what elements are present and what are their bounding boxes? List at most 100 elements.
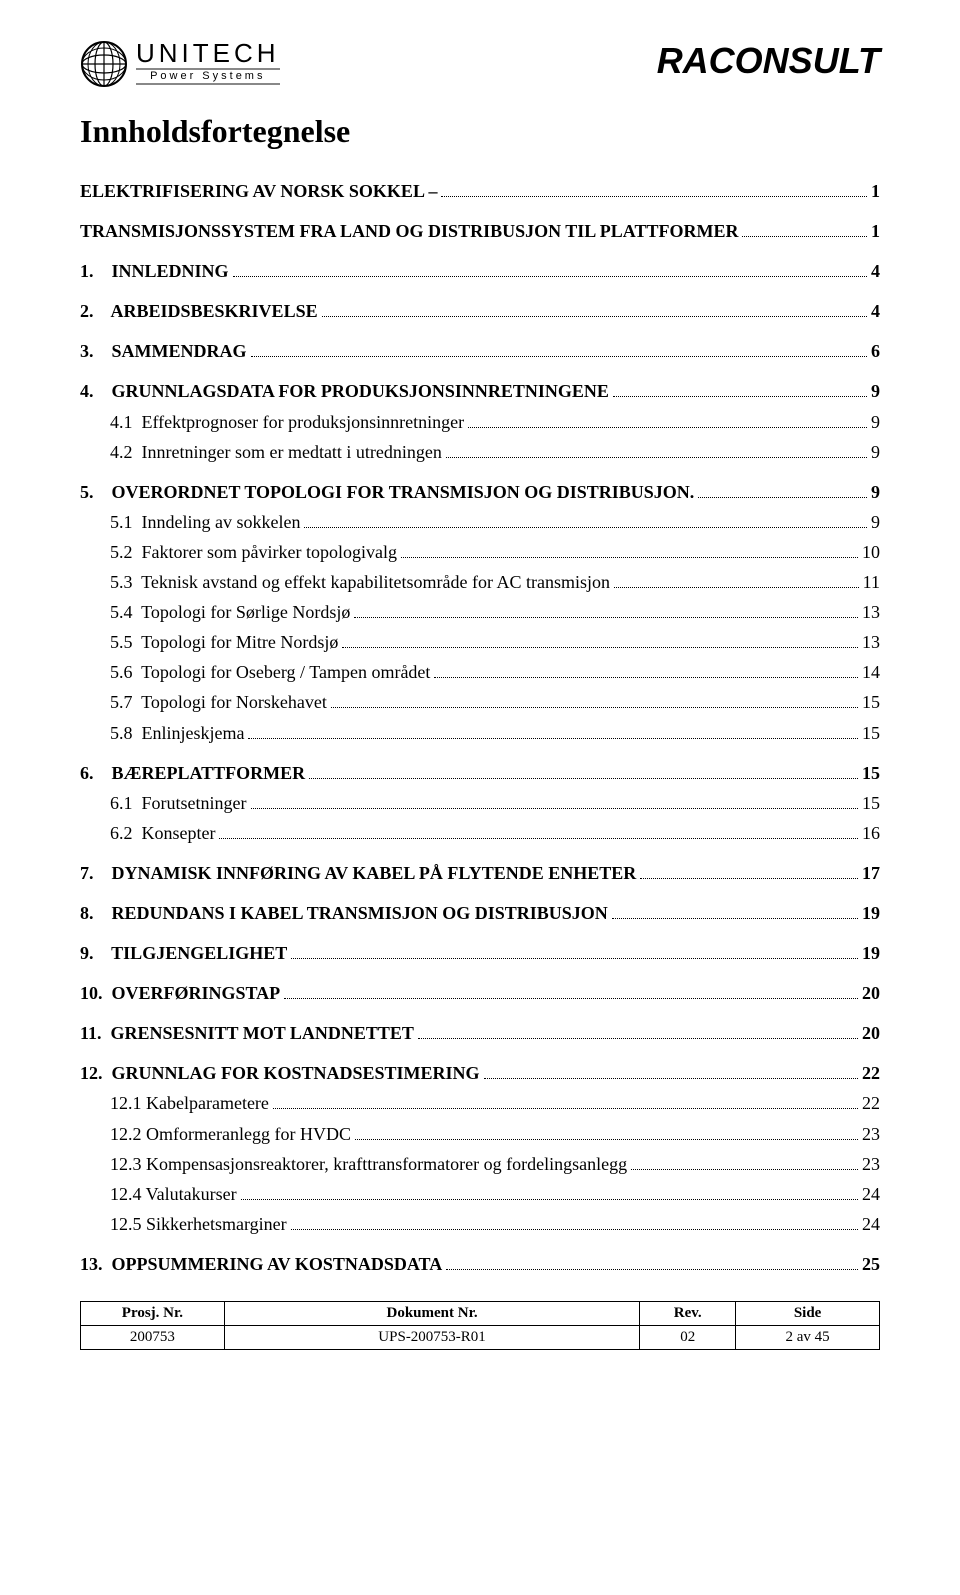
toc-page: 15 [862, 689, 880, 715]
toc-row: 9. TILGJENGELIGHET 19 [80, 940, 880, 966]
toc-leader [233, 261, 867, 277]
toc-row: 5.5 Topologi for Mitre Nordsjø13 [80, 629, 880, 655]
toc-row: 1. INNLEDNING4 [80, 258, 880, 284]
toc-label: 12.1 Kabelparametere [80, 1090, 269, 1116]
toc-leader [742, 221, 867, 237]
toc-row: 12.5 Sikkerhetsmarginer 24 [80, 1211, 880, 1237]
toc-leader [446, 1254, 858, 1270]
footer-v2: UPS-200753-R01 [224, 1326, 639, 1350]
toc-leader [342, 632, 858, 648]
toc-page: 9 [871, 409, 880, 435]
toc-leader [291, 1214, 858, 1230]
toc-page: 23 [862, 1121, 880, 1147]
footer-header-row: Prosj. Nr. Dokument Nr. Rev. Side [81, 1302, 880, 1326]
toc-row: 12.1 Kabelparametere 22 [80, 1090, 880, 1116]
toc-label: 6.1 Forutsetninger [80, 790, 247, 816]
toc-page: 19 [862, 940, 880, 966]
toc-label: 6. BÆREPLATTFORMER [80, 760, 305, 786]
toc-leader [468, 411, 867, 427]
toc-page: 20 [862, 1020, 880, 1046]
toc-label: 5.7 Topologi for Norskehavet [80, 689, 327, 715]
toc-leader [284, 983, 858, 999]
toc-label: 11. GRENSESNITT MOT LANDNETTET [80, 1020, 414, 1046]
toc-page: 11 [863, 569, 880, 595]
toc-page: 10 [862, 539, 880, 565]
toc-page: 15 [862, 790, 880, 816]
toc-leader [484, 1063, 858, 1079]
toc-leader [612, 903, 858, 919]
toc-row: 5.3 Teknisk avstand og effekt kapabilite… [80, 569, 880, 595]
toc-row: 6.1 Forutsetninger 15 [80, 790, 880, 816]
table-of-contents: ELEKTRIFISERING AV NORSK SOKKEL – 1 TRANSM… [80, 178, 880, 1277]
toc-label: 12. GRUNNLAG FOR KOSTNADSESTIMERING [80, 1060, 480, 1086]
footer-h3: Rev. [640, 1302, 736, 1326]
toc-row: 5.6 Topologi for Oseberg / Tampen område… [80, 659, 880, 685]
toc-leader [304, 512, 867, 528]
toc-leader [631, 1153, 858, 1169]
toc-leader [441, 181, 867, 197]
toc-leader [273, 1093, 858, 1109]
toc-label: 8. REDUNDANS I KABEL TRANSMISJON OG DIST… [80, 900, 608, 926]
toc-page: 1 [871, 178, 880, 204]
footer-h2: Dokument Nr. [224, 1302, 639, 1326]
toc-row: 13. OPPSUMMERING AV KOSTNADSDATA25 [80, 1251, 880, 1277]
toc-label: 4. GRUNNLAGSDATA FOR PRODUKSJONSINNRETNI… [80, 378, 609, 404]
toc-row: 4.2 Innretninger som er medtatt i utredn… [80, 439, 880, 465]
footer-v3: 02 [640, 1326, 736, 1350]
toc-page: 24 [862, 1211, 880, 1237]
toc-label: 12.2 Omformeranlegg for HVDC [80, 1121, 351, 1147]
toc-label: 13. OPPSUMMERING AV KOSTNADSDATA [80, 1251, 442, 1277]
toc-label: 4.2 Innretninger som er medtatt i utredn… [80, 439, 442, 465]
toc-row: 5.8 Enlinjeskjema 15 [80, 720, 880, 746]
toc-label: 5.2 Faktorer som påvirker topologivalg [80, 539, 397, 565]
toc-label: 6.2 Konsepter [80, 820, 215, 846]
toc-page: 13 [862, 629, 880, 655]
page-title: Innholdsfortegnelse [80, 113, 880, 150]
toc-row: TRANSMISJONSSYSTEM FRA LAND OG DISTRIBUS… [80, 218, 880, 244]
footer-table: Prosj. Nr. Dokument Nr. Rev. Side 200753… [80, 1301, 880, 1350]
toc-row: 2. ARBEIDSBESKRIVELSE4 [80, 298, 880, 324]
toc-leader [251, 341, 868, 357]
toc-row: ELEKTRIFISERING AV NORSK SOKKEL – 1 [80, 178, 880, 204]
toc-page: 20 [862, 980, 880, 1006]
toc-page: 22 [862, 1090, 880, 1116]
toc-label: 5.3 Teknisk avstand og effekt kapabilite… [80, 569, 610, 595]
toc-row: 6. BÆREPLATTFORMER 15 [80, 760, 880, 786]
toc-leader [640, 863, 858, 879]
toc-leader [251, 793, 859, 809]
toc-leader [248, 722, 858, 738]
toc-leader [219, 823, 858, 839]
toc-leader [401, 542, 858, 558]
toc-leader [291, 943, 858, 959]
toc-label: 9. TILGJENGELIGHET [80, 940, 287, 966]
toc-page: 16 [862, 820, 880, 846]
brand-right: RACONSULT [657, 40, 880, 82]
toc-page: 15 [862, 720, 880, 746]
toc-label: 12.3 Kompensasjonsreaktorer, krafttransf… [80, 1151, 627, 1177]
toc-label: 5.8 Enlinjeskjema [80, 720, 244, 746]
toc-label: 3. SAMMENDRAG [80, 338, 247, 364]
toc-label: 5.1 Inndeling av sokkelen [80, 509, 300, 535]
toc-leader [698, 482, 867, 498]
toc-row: 6.2 Konsepter 16 [80, 820, 880, 846]
footer-v4: 2 av 45 [736, 1326, 880, 1350]
toc-page: 9 [871, 479, 880, 505]
toc-page: 4 [871, 258, 880, 284]
toc-leader [354, 602, 858, 618]
toc-page: 9 [871, 509, 880, 535]
toc-row: 12. GRUNNLAG FOR KOSTNADSESTIMERING22 [80, 1060, 880, 1086]
logo-sub: Power Systems [136, 68, 280, 85]
toc-leader [418, 1023, 858, 1039]
toc-label: 5. OVERORDNET TOPOLOGI FOR TRANSMISJON O… [80, 479, 694, 505]
toc-page: 15 [862, 760, 880, 786]
toc-row: 12.2 Omformeranlegg for HVDC 23 [80, 1121, 880, 1147]
toc-leader [614, 572, 859, 588]
toc-label: 12.5 Sikkerhetsmarginer [80, 1211, 287, 1237]
toc-leader [434, 662, 858, 678]
toc-page: 9 [871, 439, 880, 465]
toc-page: 4 [871, 298, 880, 324]
toc-label: ELEKTRIFISERING AV NORSK SOKKEL – [80, 178, 437, 204]
toc-label: 5.6 Topologi for Oseberg / Tampen område… [80, 659, 430, 685]
toc-row: 4. GRUNNLAGSDATA FOR PRODUKSJONSINNRETNI… [80, 378, 880, 404]
toc-label: 12.4 Valutakurser [80, 1181, 237, 1207]
